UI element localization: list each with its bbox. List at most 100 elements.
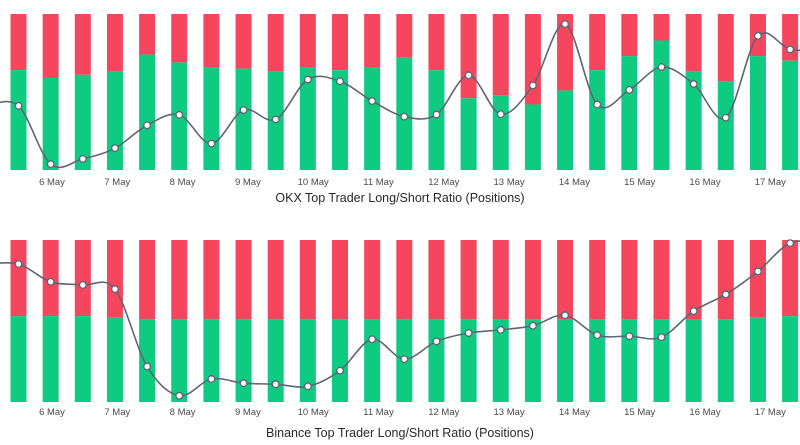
binance-short-bar [74,240,91,317]
binance-short-bar [139,240,156,320]
binance-long-bar [267,319,284,402]
binance-long-bar [428,319,445,402]
binance-x-tick-label: 8 May [170,407,196,418]
binance-short-bar [10,240,27,317]
binance-long-bar [74,316,91,402]
okx-short-bar [653,14,670,41]
binance-short-bar [299,240,316,320]
okx-long-bar [42,77,59,170]
okx-long-bar [653,40,670,170]
okx-long-bar [749,56,766,171]
okx-long-bar [717,81,734,170]
binance-ratio-point [271,380,280,389]
binance-ratio-point [786,239,795,248]
binance-short-bar [396,240,413,320]
binance-short-bar [428,240,445,320]
okx-ratio-point [368,97,377,105]
okx-long-bar [139,54,156,171]
binance-short-bar [235,240,252,320]
okx-ratio-point [528,81,537,90]
okx-x-tick-label: 14 May [559,177,590,188]
binance-long-bar [717,319,734,402]
okx-ratio-point [721,113,730,122]
binance-long-bar [492,319,509,402]
okx-long-bar [74,74,91,170]
binance-x-tick-label: 12 May [428,407,459,418]
binance-x-tick-label: 10 May [298,407,329,418]
okx-short-bar [460,14,477,99]
okx-ratio-point [175,110,184,119]
okx-ratio-point [78,154,87,163]
binance-short-bar [203,240,220,320]
binance-ratio-point [207,375,216,383]
binance-ratio-point [239,379,248,388]
okx-x-tick-label: 11 May [363,177,394,188]
binance-ratio-point [689,307,698,316]
binance-long-bar [685,319,702,402]
okx-long-bar [589,70,606,170]
binance-short-bar [782,240,799,317]
okx-long-bar [557,90,574,170]
binance-long-bar [235,319,252,402]
binance-long-bar [782,316,799,402]
binance-ratio-point [496,325,505,334]
binance-x-tick-label: 14 May [559,407,590,418]
binance-long-bar [364,319,381,402]
okx-short-bar [139,14,156,55]
binance-x-tick-label: 7 May [104,407,130,418]
binance-short-bar [653,240,670,320]
okx-ratio-point [271,115,280,124]
binance-x-tick-label: 15 May [624,407,655,418]
okx-ratio-point [143,121,152,130]
okx-ratio-point [464,71,473,80]
binance-x-tick-label: 6 May [39,407,65,418]
okx-ratio-point [400,112,409,121]
okx-ratio-point [496,110,505,119]
okx-chart-title: OKX Top Trader Long/Short Ratio (Positio… [275,191,524,205]
okx-short-bar [557,14,574,91]
binance-ratio-point [14,260,23,268]
okx-ratio-point [303,75,312,84]
binance-long-bar [10,316,27,402]
okx-long-bar [492,95,509,170]
binance-short-bar [171,240,188,320]
okx-x-tick-label: 9 May [235,177,261,188]
okx-ratio-line [0,23,800,169]
binance-short-bar [524,240,541,320]
binance-short-bar [589,240,606,320]
okx-x-tick-label: 6 May [39,177,65,188]
okx-ratio-point [625,85,634,94]
binance-short-bar [267,240,284,320]
okx-short-bar [42,14,59,78]
okx-short-bar [332,14,348,71]
okx-ratio-point [110,144,119,153]
binance-short-bar [460,240,477,320]
okx-long-bar [524,104,541,170]
binance-long-bar [524,319,541,402]
okx-ratio-point [754,31,762,40]
okx-short-bar [396,14,413,58]
binance-long-bar [299,319,316,402]
okx-ratio-point [561,20,569,28]
binance-long-bar [139,319,156,402]
binance-ratio-point [432,337,441,346]
binance-ratio-point [303,382,312,391]
okx-short-bar [685,14,702,72]
binance-ratio-point [368,335,377,344]
okx-short-bar [10,14,27,71]
okx-short-bar [203,14,220,68]
okx-long-bar [332,70,348,170]
binance-short-bar [332,240,348,320]
binance-ratio-point [143,362,152,371]
okx-long-bar [299,67,316,170]
okx-short-bar [364,14,381,68]
okx-x-tick-label: 12 May [428,177,459,188]
binance-ratio-point [336,366,344,375]
okx-short-bar [74,14,91,75]
binance-short-bar [621,240,638,320]
okx-ratio-point [593,100,602,109]
okx-ratio-point [336,77,344,86]
okx-panel: 6 May 7 May 8 May 9 May 10 May 11 May 12 May 13… [0,14,800,188]
